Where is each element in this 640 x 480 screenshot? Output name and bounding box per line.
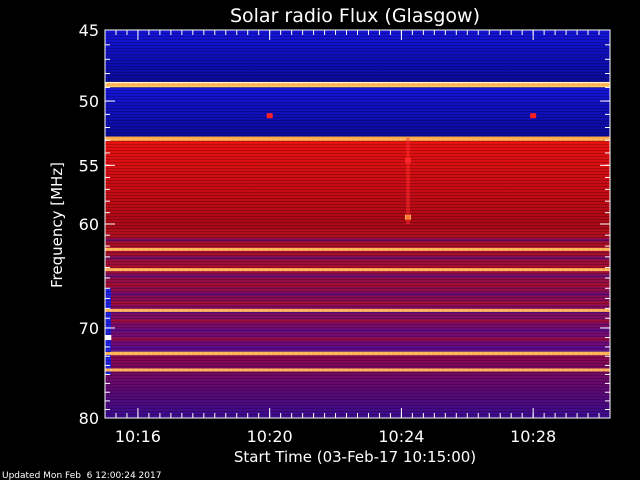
burst-mark [405,157,411,163]
x-tick-label: 10:24 [378,427,424,446]
bright-line-texture [105,351,610,355]
burst-mark [530,113,537,119]
x-axis-label: Start Time (03-Feb-17 10:15:00) [234,448,476,466]
y-tick-label: 55 [79,156,99,175]
y-axis: 45 50 55 60 70 80 [79,21,610,428]
chart-title: Solar radio Flux (Glasgow) [230,5,480,27]
x-tick-label: 10:16 [115,427,161,446]
bright-lines [105,83,610,372]
scan-texture [105,30,610,418]
heatmap-area [105,30,610,418]
x-tick-label: 10:28 [510,427,556,446]
bright-line-texture [105,268,610,272]
y-tick-label: 70 [79,319,99,338]
updated-timestamp: Updated Mon Feb 6 12:00:24 2017 [2,471,161,480]
bright-line-texture [105,83,610,87]
bright-line-texture [105,368,610,372]
burst-mark [405,214,411,220]
x-axis: 10:16 10:20 10:24 10:28 [115,30,611,446]
y-axis-label: Frequency [MHz] [48,162,66,288]
y-tick-label: 80 [79,409,99,428]
y-tick-label: 60 [79,215,99,234]
y-tick-label: 50 [79,92,99,111]
bright-line-texture [105,137,610,141]
x-tick-label: 10:20 [247,427,293,446]
burst-mark [266,113,273,119]
bright-line-texture [105,247,610,251]
bright-line-texture [105,308,610,312]
y-tick-label: 45 [79,21,99,40]
burst-column [406,137,410,224]
